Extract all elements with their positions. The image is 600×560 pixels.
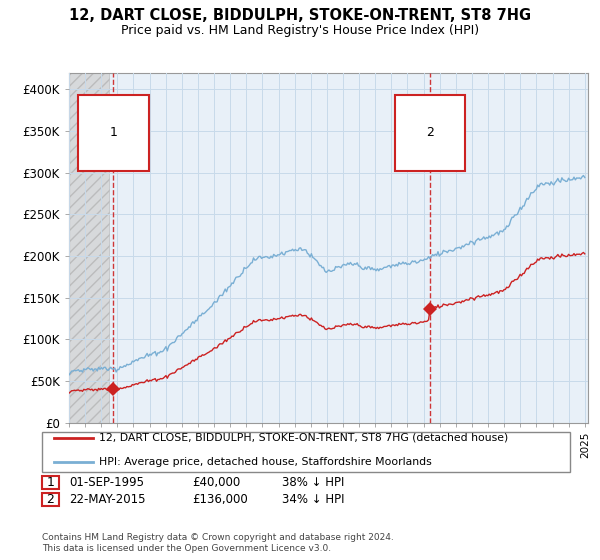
Text: 2: 2 — [46, 493, 55, 506]
Text: 12, DART CLOSE, BIDDULPH, STOKE-ON-TRENT, ST8 7HG: 12, DART CLOSE, BIDDULPH, STOKE-ON-TRENT… — [69, 8, 531, 24]
Text: Contains HM Land Registry data © Crown copyright and database right 2024.
This d: Contains HM Land Registry data © Crown c… — [42, 533, 394, 553]
Text: £136,000: £136,000 — [192, 493, 248, 506]
Text: Price paid vs. HM Land Registry's House Price Index (HPI): Price paid vs. HM Land Registry's House … — [121, 24, 479, 36]
Text: 12, DART CLOSE, BIDDULPH, STOKE-ON-TRENT, ST8 7HG (detached house): 12, DART CLOSE, BIDDULPH, STOKE-ON-TRENT… — [99, 433, 508, 443]
Text: HPI: Average price, detached house, Staffordshire Moorlands: HPI: Average price, detached house, Staf… — [99, 457, 432, 467]
Text: 1: 1 — [46, 476, 55, 489]
Text: £40,000: £40,000 — [192, 476, 240, 489]
Text: 34% ↓ HPI: 34% ↓ HPI — [282, 493, 344, 506]
Text: 22-MAY-2015: 22-MAY-2015 — [69, 493, 146, 506]
Text: 1: 1 — [109, 127, 117, 139]
Text: 38% ↓ HPI: 38% ↓ HPI — [282, 476, 344, 489]
Text: 01-SEP-1995: 01-SEP-1995 — [69, 476, 144, 489]
Text: 2: 2 — [426, 127, 434, 139]
